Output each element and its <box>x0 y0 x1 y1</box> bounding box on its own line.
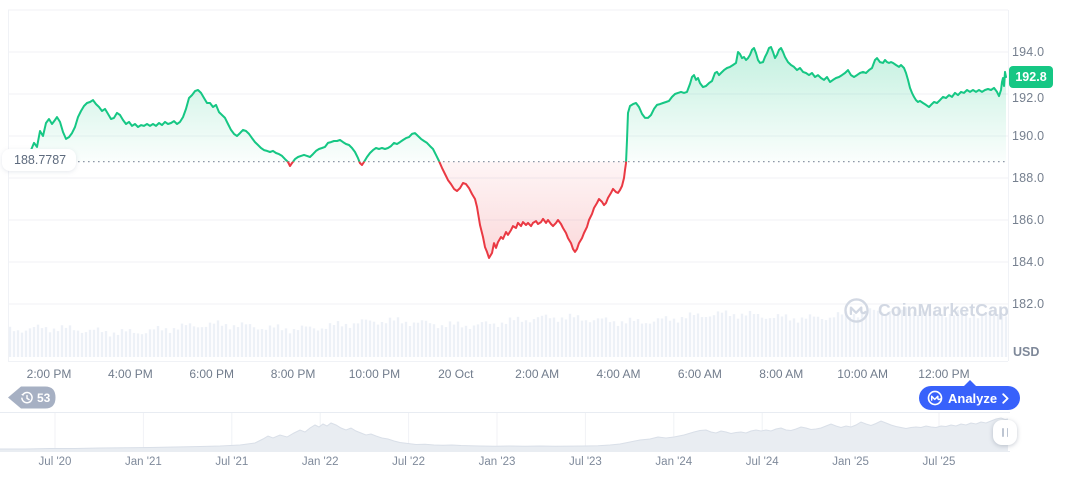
x-axis-label: 4:00 AM <box>596 367 641 381</box>
x-axis-label: 4:00 PM <box>108 367 153 381</box>
x-axis-label: 10:00 PM <box>348 367 401 381</box>
watermark-text: CoinMarketCap <box>878 300 1009 320</box>
navigator-date-label: Jul '22 <box>392 456 426 468</box>
threshold-price-label: 188.7787 <box>2 149 77 171</box>
navigator-date-label: Jan '22 <box>301 456 339 468</box>
y-axis-label: 184.0 <box>1012 255 1045 269</box>
price-area-above <box>28 47 1006 162</box>
y-axis-label: 192.0 <box>1012 91 1045 105</box>
history-clock-icon <box>21 391 33 403</box>
price-line-up <box>27 46 1007 162</box>
navigator-handle[interactable] <box>993 420 1017 445</box>
price-line-down <box>286 161 628 259</box>
navigator-date-label: Jan '23 <box>478 456 516 468</box>
range-navigator[interactable] <box>0 412 1012 452</box>
y-axis-label: 182.0 <box>1012 297 1045 311</box>
analyze-pointer <box>963 380 977 387</box>
navigator-area <box>0 418 1008 452</box>
navigator-date-label: Jul '24 <box>745 456 779 468</box>
y-axis-label: 188.0 <box>1012 171 1045 185</box>
analyze-button[interactable]: Analyze <box>919 380 1021 410</box>
volume-bars <box>8 306 1008 357</box>
navigator-date-label: Jul '25 <box>922 456 956 468</box>
y-axis-label: 186.0 <box>1012 213 1045 227</box>
history-count: 53 <box>37 390 51 405</box>
x-axis-label: 2:00 AM <box>515 367 560 381</box>
x-axis-label: 6:00 PM <box>189 367 235 381</box>
navigator-area-outline <box>0 417 1009 450</box>
coinmarketcap-logo-icon <box>927 390 943 406</box>
y-axis-unit: USD <box>1013 345 1040 359</box>
x-axis-label: 10:00 AM <box>837 367 888 381</box>
navigator-date-label: Jan '21 <box>125 456 162 468</box>
navigator-date-label: Jul '23 <box>568 456 602 468</box>
x-axis-label: 2:00 PM <box>26 367 72 381</box>
x-axis-label: 12:00 PM <box>918 367 970 381</box>
analyze-label: Analyze <box>948 390 998 406</box>
navigator-date-label: Jan '25 <box>832 456 869 468</box>
navigator-date-label: Jan '24 <box>655 456 693 468</box>
last-price-badge: 192.8 <box>1009 66 1053 88</box>
x-axis-label: 8:00 AM <box>759 367 804 381</box>
navigator-date-label: Jul '21 <box>215 456 249 468</box>
price-area-below <box>287 161 627 258</box>
navigator-date-label: Jul '20 <box>38 456 72 468</box>
coinmarketcap-logo-icon <box>844 298 869 323</box>
chevron-right-icon <box>1002 392 1009 404</box>
x-axis-label: 8:00 PM <box>270 367 316 381</box>
y-axis-label: 190.0 <box>1012 129 1045 143</box>
main-price-plot[interactable] <box>0 0 1072 366</box>
x-axis-label: 20 Oct <box>438 367 474 381</box>
x-axis-label: 6:00 AM <box>677 367 722 381</box>
watermark: CoinMarketCap <box>843 297 1009 324</box>
y-axis-label: 194.0 <box>1012 45 1045 59</box>
history-count-badge[interactable]: 53 <box>6 384 58 411</box>
